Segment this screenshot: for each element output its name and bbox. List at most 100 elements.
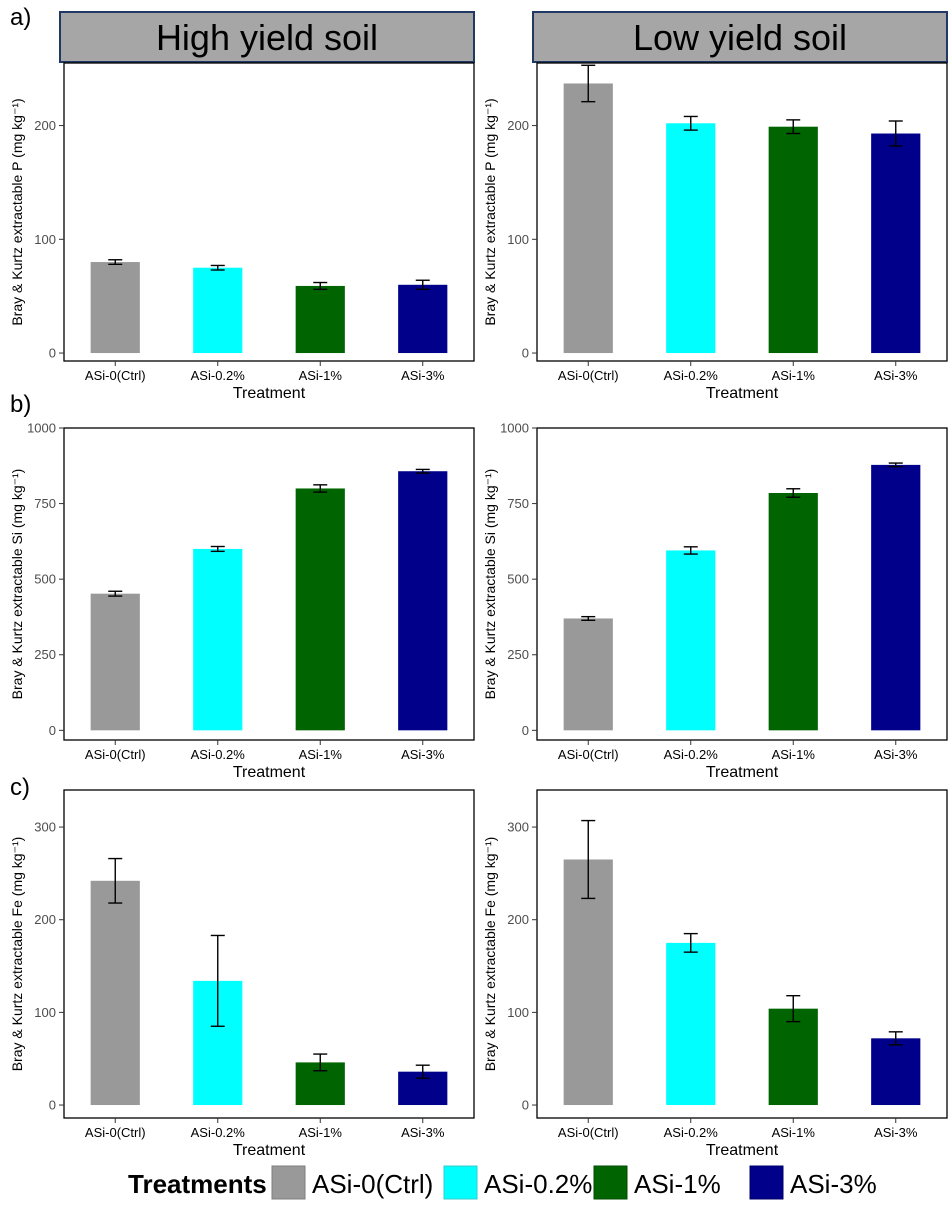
- chart-a-high-xtick-label: ASi-1%: [299, 368, 343, 383]
- chart-b-low-ylabel: Bray & Kurtz extractable Si (mg kg⁻¹): [482, 469, 498, 700]
- chart-b-high-ytick-label: 750: [34, 496, 56, 511]
- chart-a-low-ytick-label: 0: [522, 346, 529, 361]
- chart-c-low-xtick-label: ASi-0.2%: [664, 1125, 719, 1140]
- chart-a-low-bar-asi-0-ctrl: [563, 83, 613, 354]
- chart-c-low-ytick-label: 0: [522, 1098, 529, 1113]
- strip-title-high-yield: High yield soil: [156, 17, 378, 58]
- chart-b-low-ytick-label: 500: [507, 572, 529, 587]
- chart-c-low-bar-asi-0-ctrl: [563, 859, 613, 1106]
- chart-b-high-ytick-label: 250: [34, 647, 56, 662]
- chart-b-high-xtick-label: ASi-1%: [299, 747, 343, 762]
- chart-a-low-ytick-label: 100: [507, 232, 529, 247]
- chart-b-low-ytick-label: 0: [522, 723, 529, 738]
- chart-a-high-ylabel: Bray & Kurtz extractable P (mg kg⁻¹): [9, 98, 25, 325]
- chart-a-low-xtick-label: ASi-0.2%: [664, 368, 719, 383]
- chart-b-high-ylabel: Bray & Kurtz extractable Si (mg kg⁻¹): [9, 469, 25, 700]
- chart-fe-low-yield: 0 100 200 300 ASi-0(Ctrl) ASi-0.2% ASi-1% ASi-3…: [482, 789, 948, 1159]
- chart-a-low-xtick-label: ASi-0(Ctrl): [558, 368, 619, 383]
- chart-p-low-yield: 0 100 200 ASi-0(Ctrl) ASi-0.2% ASi-1% ASi-3% Tr…: [482, 62, 948, 402]
- panel-label-b: b): [10, 391, 31, 418]
- chart-b-high-bar-asi-3: [398, 471, 448, 731]
- chart-b-low-xtick-label: ASi-0(Ctrl): [558, 747, 619, 762]
- chart-a-high-ytick-label: 200: [34, 118, 56, 133]
- chart-a-low-xtick-label: ASi-3%: [874, 368, 918, 383]
- chart-c-high-ytick-label: 300: [34, 820, 56, 835]
- chart-c-high-xtick-label: ASi-1%: [299, 1125, 343, 1140]
- chart-c-high-ytick-label: 0: [49, 1098, 56, 1113]
- legend: Treatments ASi-0(Ctrl) ASi-0.2% ASi-1% A…: [128, 1165, 877, 1200]
- chart-b-high-xtick-label: ASi-3%: [401, 747, 445, 762]
- chart-b-high-bar-asi-0-2: [193, 548, 243, 731]
- chart-b-low-frame: [536, 427, 948, 741]
- chart-b-low-bar-asi-0-ctrl: [563, 618, 613, 731]
- chart-a-high-bar-asi-3: [398, 284, 448, 354]
- chart-a-low-bar-asi-0-2: [666, 123, 716, 354]
- strip-title-low-yield: Low yield soil: [633, 17, 847, 58]
- panel-label-c: c): [10, 774, 30, 801]
- chart-a-low-xlabel: Treatment: [706, 385, 779, 402]
- chart-c-high-bar-asi-0-ctrl: [90, 880, 140, 1106]
- chart-a-high-bar-asi-0-ctrl: [90, 262, 140, 354]
- chart-c-low-bar-asi-1: [768, 1008, 818, 1106]
- chart-c-high-xtick-label: ASi-0(Ctrl): [85, 1125, 146, 1140]
- chart-c-low-ylabel: Bray & Kurtz extractable Fe (mg kg⁻¹): [482, 837, 498, 1072]
- chart-c-low-ytick-label: 100: [507, 1005, 529, 1020]
- chart-c-low-ytick-label: 200: [507, 912, 529, 927]
- chart-c-low-ytick-label: 300: [507, 820, 529, 835]
- chart-c-low-xtick-label: ASi-3%: [874, 1125, 918, 1140]
- chart-a-high-xtick-label: ASi-0(Ctrl): [85, 368, 146, 383]
- chart-b-low-ytick-label: 750: [507, 496, 529, 511]
- legend-swatch-3: [749, 1165, 784, 1200]
- chart-b-high-xlabel: Treatment: [233, 764, 306, 781]
- chart-b-high-xtick-label: ASi-0(Ctrl): [85, 747, 146, 762]
- chart-c-high-xtick-label: ASi-0.2%: [191, 1125, 246, 1140]
- chart-c-high-frame: [63, 789, 475, 1119]
- chart-c-high-xtick-label: ASi-3%: [401, 1125, 445, 1140]
- chart-a-low-ytick-label: 200: [507, 118, 529, 133]
- chart-b-high-ytick-label: 0: [49, 723, 56, 738]
- legend-swatch-ctrl: [271, 1165, 306, 1200]
- chart-b-low-bar-asi-0-2: [666, 550, 716, 731]
- chart-c-low-xtick-label: ASi-1%: [772, 1125, 816, 1140]
- panel-label-a: a): [10, 4, 31, 31]
- chart-fe-high-yield: 0 100 200 300 ASi-0(Ctrl) ASi-0.2% ASi-1% ASi-3…: [9, 789, 475, 1159]
- chart-c-low-bar-asi-3: [871, 1038, 921, 1106]
- chart-c-low-xlabel: Treatment: [706, 1142, 779, 1159]
- chart-a-low-frame: [536, 62, 948, 362]
- legend-label-ctrl: ASi-0(Ctrl): [312, 1169, 433, 1199]
- chart-a-low-bar-asi-3: [871, 133, 921, 354]
- chart-p-high-yield: 0 100 200 ASi-0(Ctrl) ASi-0.2% ASi-1% ASi-3% Tr…: [9, 62, 475, 402]
- strip-high-yield: [59, 11, 475, 63]
- chart-c-high-ylabel: Bray & Kurtz extractable Fe (mg kg⁻¹): [9, 837, 25, 1072]
- strip-low-yield: [532, 11, 948, 63]
- chart-a-low-xtick-label: ASi-1%: [772, 368, 816, 383]
- chart-c-high-ytick-label: 100: [34, 1005, 56, 1020]
- chart-b-low-xtick-label: ASi-0.2%: [664, 747, 719, 762]
- chart-b-low-xtick-label: ASi-1%: [772, 747, 816, 762]
- legend-label-3: ASi-3%: [790, 1169, 877, 1199]
- legend-title: Treatments: [128, 1169, 267, 1199]
- chart-a-high-xtick-label: ASi-0.2%: [191, 368, 246, 383]
- chart-a-low-bar-asi-1: [768, 126, 818, 354]
- chart-a-high-ytick-label: 0: [49, 346, 56, 361]
- chart-b-high-frame: [63, 427, 475, 741]
- chart-b-low-xlabel: Treatment: [706, 764, 779, 781]
- chart-b-high-ytick-label: 1000: [27, 421, 56, 436]
- legend-swatch-0-2: [443, 1165, 478, 1200]
- legend-label-0-2: ASi-0.2%: [484, 1169, 592, 1199]
- chart-b-low-bar-asi-1: [768, 493, 818, 731]
- chart-b-high-ytick-label: 500: [34, 572, 56, 587]
- chart-a-high-xtick-label: ASi-3%: [401, 368, 445, 383]
- chart-b-high-bar-asi-1: [295, 488, 345, 731]
- chart-c-low-xtick-label: ASi-0(Ctrl): [558, 1125, 619, 1140]
- chart-si-low-yield: 0 250 500 750 1000 ASi-0(Ctrl) ASi-0.2% ASi-1% A…: [482, 421, 948, 781]
- chart-b-low-ytick-label: 1000: [500, 421, 529, 436]
- chart-a-high-xlabel: Treatment: [233, 385, 306, 402]
- chart-a-high-ytick-label: 100: [34, 232, 56, 247]
- chart-a-low-ylabel: Bray & Kurtz extractable P (mg kg⁻¹): [482, 98, 498, 325]
- chart-c-low-frame: [536, 789, 948, 1119]
- legend-label-1: ASi-1%: [634, 1169, 721, 1199]
- chart-c-high-xlabel: Treatment: [233, 1142, 306, 1159]
- chart-b-high-xtick-label: ASi-0.2%: [191, 747, 246, 762]
